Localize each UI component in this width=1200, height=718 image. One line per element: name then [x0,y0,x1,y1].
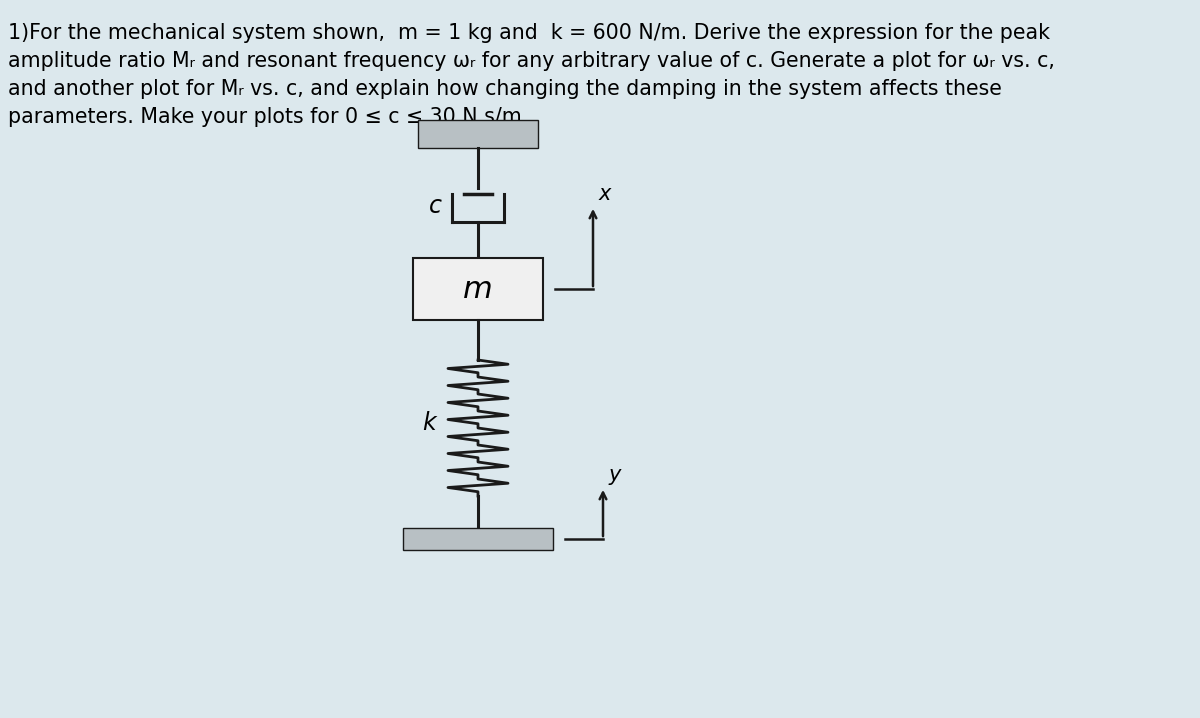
Text: x: x [599,184,611,204]
Text: y: y [610,465,622,485]
Text: and another plot for Mᵣ vs. c, and explain how changing the damping in the syste: and another plot for Mᵣ vs. c, and expla… [8,79,1002,99]
Bar [418,120,538,148]
Text: k: k [422,411,436,435]
Text: c: c [430,194,442,218]
Text: parameters. Make your plots for 0 ≤ c ≤ 30 N.s/m.: parameters. Make your plots for 0 ≤ c ≤ … [8,107,528,127]
Bar [403,528,553,550]
Text: amplitude ratio Mᵣ and resonant frequency ωᵣ for any arbitrary value of c. Gener: amplitude ratio Mᵣ and resonant frequenc… [8,51,1055,71]
Bar [413,258,542,320]
Text: m: m [463,274,493,304]
Text: 1)For the mechanical system shown,  m = 1 kg and  k = 600 N/m. Derive the expres: 1)For the mechanical system shown, m = 1… [8,23,1050,43]
